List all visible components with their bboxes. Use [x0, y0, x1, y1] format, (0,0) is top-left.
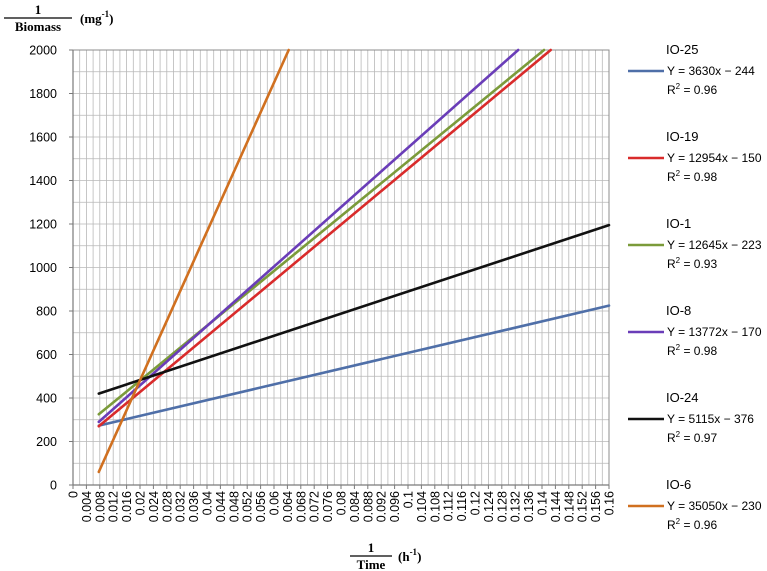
legend-series-name: IO-8 [666, 303, 691, 318]
legend-r-squared: R2 = 0.96 [667, 517, 717, 532]
legend-equation: Y = 3630x − 244 [667, 64, 755, 78]
legend-item-io-8: IO-8 Y = 13772x − 170 R2 = 0.98 [628, 303, 762, 358]
legend-series-name: IO-19 [666, 129, 699, 144]
x-tick-label: 0.124 [482, 491, 496, 522]
series-line-io-25 [97, 304, 611, 427]
y-tick-label: 1400 [29, 174, 57, 188]
x-tick-label: 0.056 [254, 491, 268, 522]
y-tick-label: 200 [36, 435, 57, 449]
x-tick-label: 0.144 [549, 491, 563, 522]
x-tick-label: 0.14 [536, 491, 550, 515]
legend-item-io-19: IO-19 Y = 12954x − 150 R2 = 0.98 [628, 129, 762, 184]
legend-r-squared: R2 = 0.98 [667, 343, 717, 358]
legend-equation: Y = 35050x − 230 [667, 499, 762, 513]
x-tick-label: 0.152 [576, 491, 590, 522]
y-tick-label: 1000 [29, 261, 57, 275]
legend-r-squared: R2 = 0.96 [667, 82, 717, 97]
x-tick-label: 0.06 [268, 491, 282, 515]
x-label-numerator: 1 [368, 540, 375, 555]
series-lines [97, 48, 611, 474]
legend-series-name: IO-24 [666, 390, 699, 405]
x-tick-label: 0.032 [174, 491, 188, 522]
x-tick-label: 0.028 [160, 491, 174, 522]
series-line-io-1 [97, 48, 546, 416]
x-tick-label: 0.068 [294, 491, 308, 522]
legend-equation: Y = 5115x − 376 [667, 412, 754, 426]
x-label-unit: (h-1) [398, 547, 421, 564]
y-label-numerator: 1 [35, 2, 42, 17]
legend-equation: Y = 12645x − 223 [667, 238, 762, 252]
legend-r-squared: R2 = 0.98 [667, 169, 717, 184]
x-tick-label: 0.052 [241, 491, 255, 522]
legend-equation: Y = 12954x − 150 [667, 151, 762, 165]
x-tick-label: 0.136 [522, 491, 536, 522]
series-line-io-24 [97, 223, 611, 395]
x-tick-label: 0.016 [120, 491, 134, 522]
legend-r-squared: R2 = 0.97 [667, 430, 717, 445]
x-tick-label: 0.096 [388, 491, 402, 522]
x-tick-label: 0.132 [509, 491, 523, 522]
x-tick-label: 0.148 [562, 491, 576, 522]
series-line-io-6 [97, 48, 291, 474]
y-label-unit: (mg-1) [80, 9, 114, 26]
x-tick-label: 0.088 [361, 491, 375, 522]
x-tick-label: 0.108 [428, 491, 442, 522]
x-tick-label: 0.048 [227, 491, 241, 522]
x-tick-label: 0.004 [80, 491, 94, 522]
y-axis-label: 1 Biomass (mg-1) [4, 2, 114, 34]
legend-item-io-24: IO-24 Y = 5115x − 376 R2 = 0.97 [628, 390, 754, 445]
x-tick-label: 0.128 [495, 491, 509, 522]
x-tick-label: 0.112 [442, 491, 456, 521]
x-tick-label: 0.024 [147, 491, 161, 522]
grid [72, 49, 610, 486]
y-tick-label: 1800 [29, 87, 57, 101]
legend: IO-25 Y = 3630x − 244 R2 = 0.96 IO-19 Y = 12… [628, 42, 762, 532]
x-tick-label: 0.076 [321, 491, 335, 522]
x-tick-label: 0.116 [455, 491, 469, 521]
y-label-denominator: Biomass [15, 19, 61, 34]
y-tick-label: 800 [36, 305, 57, 319]
x-tick-label: 0.072 [308, 491, 322, 522]
x-tick-label: 0.092 [375, 491, 389, 522]
y-tick-label: 2000 [29, 44, 57, 58]
y-tick-label: 1200 [29, 218, 57, 232]
legend-r-squared: R2 = 0.93 [667, 256, 717, 271]
x-tick-label: 0.036 [187, 491, 201, 522]
legend-item-io-6: IO-6 Y = 35050x − 230 R2 = 0.96 [628, 477, 762, 532]
legend-series-name: IO-25 [666, 42, 699, 57]
x-tick-label: 0.008 [93, 491, 107, 522]
x-tick-label: 0.012 [107, 491, 121, 522]
x-tick-label: 0.156 [589, 491, 603, 522]
x-tick-label: 0.064 [281, 491, 295, 522]
y-tick-label: 1600 [29, 131, 57, 145]
x-tick-label: 0.044 [214, 491, 228, 522]
y-tick-label: 0 [50, 479, 57, 493]
y-tick-labels: 0 200 400 600 800 1000 1200 1400 1600 1800 2000 [29, 44, 73, 493]
x-tick-label: 0.16 [603, 491, 617, 515]
x-tick-label: 0 [67, 491, 81, 498]
x-tick-label: 0.1 [402, 491, 416, 508]
x-tick-label: 0.08 [335, 491, 349, 515]
legend-item-io-25: IO-25 Y = 3630x − 244 R2 = 0.96 [628, 42, 755, 97]
legend-series-name: IO-1 [666, 216, 691, 231]
series-line-io-8 [97, 48, 520, 424]
x-tick-labels: 0 0.004 0.008 0.012 0.016 0.02 0.024 0.028 0.032… [67, 485, 617, 522]
x-tick-label: 0.04 [201, 491, 215, 515]
x-tick-label: 0.12 [469, 491, 483, 515]
series-line-io-19 [97, 48, 553, 428]
x-label-denominator: Time [357, 557, 386, 571]
x-tick-label: 0.084 [348, 491, 362, 522]
legend-item-io-1: IO-1 Y = 12645x − 223 R2 = 0.93 [628, 216, 762, 271]
x-axis-label: 1 Time (h-1) [350, 540, 421, 571]
x-tick-label: 0.104 [415, 491, 429, 522]
y-tick-label: 600 [36, 348, 57, 362]
x-tick-label: 0.02 [134, 491, 148, 515]
legend-equation: Y = 13772x − 170 [667, 325, 762, 339]
legend-series-name: IO-6 [666, 477, 691, 492]
y-tick-label: 400 [36, 392, 57, 406]
